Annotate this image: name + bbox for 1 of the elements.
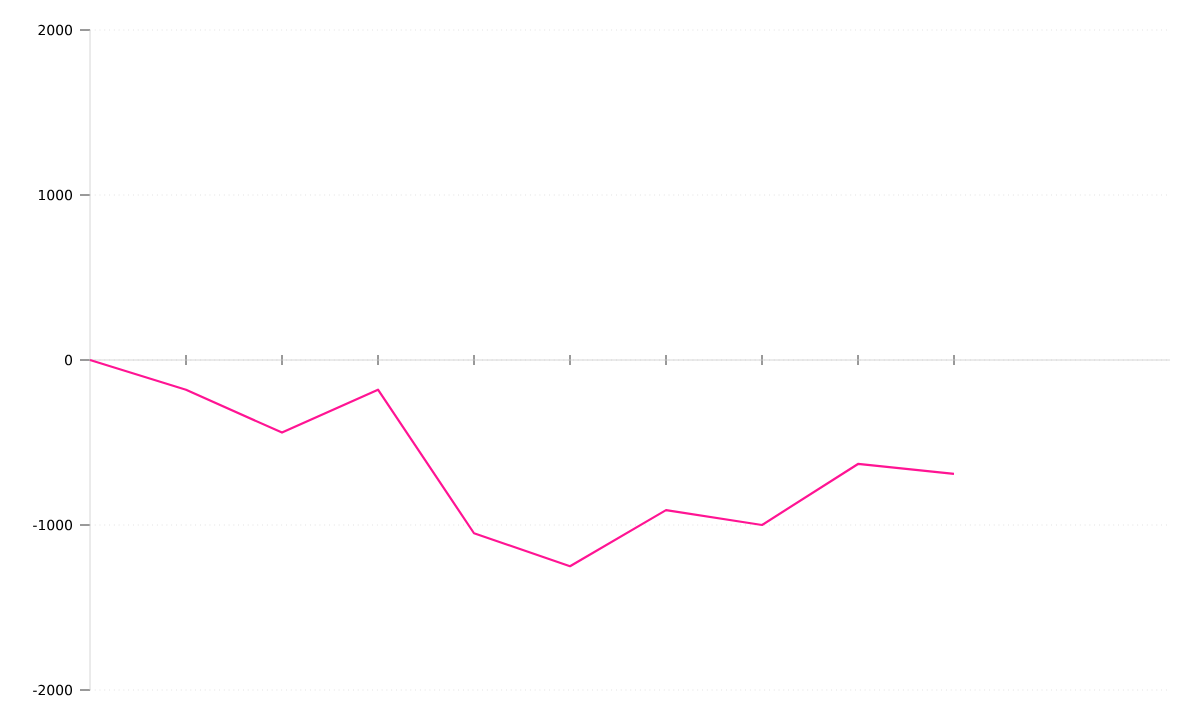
line-series xyxy=(88,358,956,568)
